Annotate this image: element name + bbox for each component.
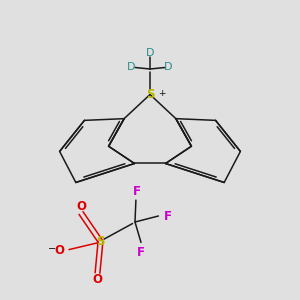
Text: F: F — [164, 209, 172, 223]
Text: S: S — [146, 88, 154, 101]
Text: D: D — [146, 48, 154, 59]
Text: S: S — [96, 235, 105, 248]
Text: O: O — [54, 244, 64, 257]
Text: O: O — [92, 273, 103, 286]
Text: +: + — [158, 89, 166, 98]
Text: D: D — [127, 62, 136, 73]
Text: F: F — [133, 184, 140, 198]
Text: −: − — [47, 244, 56, 254]
Text: O: O — [76, 200, 86, 214]
Text: D: D — [164, 62, 173, 73]
Text: F: F — [137, 245, 145, 259]
